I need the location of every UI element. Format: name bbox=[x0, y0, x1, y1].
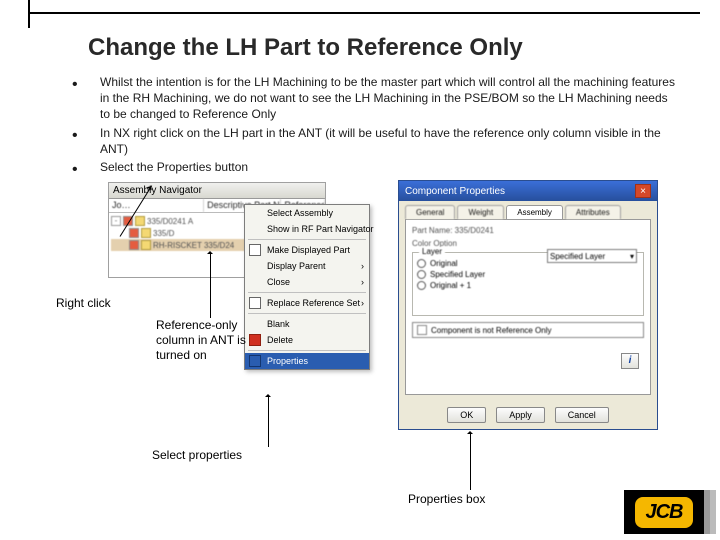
menu-separator bbox=[248, 292, 366, 293]
tab-row: General Weight Assembly Attributes bbox=[399, 201, 657, 219]
checkbox-icon[interactable] bbox=[417, 325, 427, 335]
page-title: Change the LH Part to Reference Only bbox=[88, 34, 523, 62]
tab-attributes[interactable]: Attributes bbox=[565, 205, 621, 219]
menu-icon bbox=[249, 244, 261, 256]
group-title: Layer bbox=[419, 247, 445, 256]
tab-assembly[interactable]: Assembly bbox=[506, 205, 563, 219]
radio-icon bbox=[417, 259, 426, 268]
menu-item-select-assembly[interactable]: Select Assembly bbox=[245, 205, 369, 221]
radio-option[interactable]: Specified Layer bbox=[417, 270, 639, 279]
tab-panel: Part Name: 335/D0241 Color Option Layer … bbox=[405, 219, 651, 395]
dialog-buttons: OK Apply Cancel bbox=[399, 407, 657, 423]
expand-icon[interactable]: - bbox=[111, 216, 121, 226]
menu-item-display-parent[interactable]: Display Parent bbox=[245, 258, 369, 274]
dialog-title: Component Properties bbox=[405, 186, 505, 197]
tab-weight[interactable]: Weight bbox=[457, 205, 504, 219]
menu-item-make-displayed[interactable]: Make Displayed Part bbox=[245, 242, 369, 258]
component-properties-dialog: Component Properties × General Weight As… bbox=[398, 180, 658, 430]
menu-label: Delete bbox=[267, 335, 293, 345]
radio-icon bbox=[417, 281, 426, 290]
menu-item-show-navigator[interactable]: Show in RF Part Navigator bbox=[245, 221, 369, 237]
menu-label: Properties bbox=[267, 356, 308, 366]
radio-option[interactable]: Original + 1 bbox=[417, 281, 639, 290]
check-icon[interactable] bbox=[129, 228, 139, 238]
part-icon bbox=[141, 240, 151, 250]
tree-label: 335/D bbox=[153, 229, 174, 238]
tab-general[interactable]: General bbox=[405, 205, 455, 219]
ok-button[interactable]: OK bbox=[447, 407, 486, 423]
slide-border-top bbox=[28, 12, 700, 14]
menu-item-close[interactable]: Close bbox=[245, 274, 369, 290]
annotation-ref-column: Reference-only column in ANT is turned o… bbox=[156, 318, 266, 363]
arrow bbox=[268, 395, 269, 447]
field-label: Part Name: 335/D0241 bbox=[412, 226, 644, 235]
slide-border-left bbox=[28, 0, 30, 28]
reference-only-field[interactable]: Component is not Reference Only bbox=[412, 322, 644, 338]
layer-group: Layer Specified Layer ▾ Original Specifi… bbox=[412, 252, 644, 316]
radio-label: Original bbox=[430, 259, 458, 268]
cancel-button[interactable]: Cancel bbox=[555, 407, 609, 423]
menu-label: Make Displayed Part bbox=[267, 245, 350, 255]
annotation-right-click: Right click bbox=[56, 296, 111, 310]
field-text: Component is not Reference Only bbox=[431, 326, 552, 335]
bullet-item: Whilst the intention is for the LH Machi… bbox=[72, 74, 680, 123]
menu-separator bbox=[248, 313, 366, 314]
radio-icon bbox=[417, 270, 426, 279]
radio-label: Original + 1 bbox=[430, 281, 471, 290]
menu-icon bbox=[249, 297, 261, 309]
arrow bbox=[210, 252, 211, 318]
annotation-properties-box: Properties box bbox=[408, 492, 485, 506]
radio-label: Specified Layer bbox=[430, 270, 485, 279]
apply-button[interactable]: Apply bbox=[496, 407, 545, 423]
radio-option[interactable]: Original bbox=[417, 259, 639, 268]
annotation-select-properties: Select properties bbox=[152, 448, 242, 462]
field-label: Color Option bbox=[412, 239, 644, 248]
menu-item-replace-refset[interactable]: Replace Reference Set bbox=[245, 295, 369, 311]
bullet-item: In NX right click on the LH part in the … bbox=[72, 125, 680, 157]
col-header[interactable]: Jo… bbox=[109, 199, 204, 212]
menu-separator bbox=[248, 239, 366, 240]
part-icon bbox=[141, 228, 151, 238]
assembly-icon bbox=[135, 216, 145, 226]
arrow bbox=[470, 432, 471, 490]
close-icon[interactable]: × bbox=[635, 184, 651, 198]
tree-label: RH-RISCKET 335/D24 bbox=[153, 241, 234, 250]
jcb-logo: JCB bbox=[624, 490, 704, 534]
logo-text: JCB bbox=[635, 497, 692, 528]
panel-title: Assembly Navigator bbox=[109, 183, 325, 199]
bullet-item: Select the Properties button bbox=[72, 159, 680, 175]
menu-label: Replace Reference Set bbox=[267, 298, 360, 308]
check-icon[interactable] bbox=[129, 240, 139, 250]
tree-label: 335/D0241 A bbox=[147, 217, 193, 226]
bullet-list: Whilst the intention is for the LH Machi… bbox=[72, 74, 680, 177]
dialog-titlebar[interactable]: Component Properties × bbox=[399, 181, 657, 201]
info-button[interactable]: i bbox=[621, 353, 639, 369]
